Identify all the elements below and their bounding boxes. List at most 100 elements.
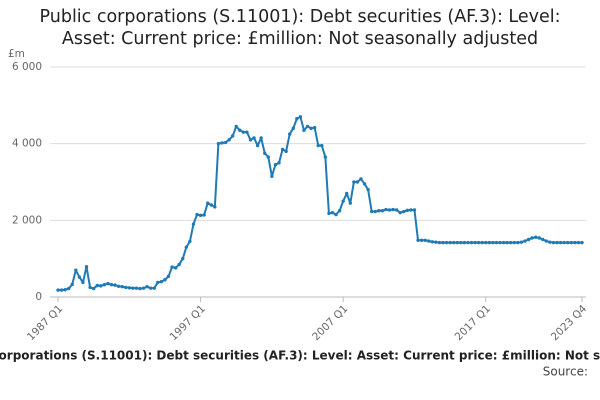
data-point — [341, 199, 345, 203]
data-point — [551, 240, 556, 245]
data-point — [230, 134, 235, 138]
data-point — [548, 240, 552, 244]
y-tick-label: 0 — [35, 291, 42, 303]
data-point — [124, 285, 128, 290]
data-point — [366, 187, 370, 192]
data-point — [519, 240, 524, 244]
data-point — [295, 117, 299, 121]
data-point — [127, 286, 131, 290]
data-point — [166, 274, 171, 278]
data-point — [266, 155, 271, 159]
data-point — [530, 236, 534, 240]
data-point — [88, 285, 92, 290]
data-point — [288, 132, 292, 136]
data-point — [113, 283, 117, 287]
data-point — [377, 209, 381, 213]
data-point — [330, 210, 335, 215]
data-point — [516, 240, 520, 245]
data-point — [384, 207, 388, 212]
data-point — [566, 240, 570, 245]
data-point — [141, 286, 146, 290]
data-point — [419, 238, 424, 242]
y-tick-label: 2 000 — [12, 214, 42, 226]
data-point — [173, 266, 178, 270]
data-point — [134, 286, 139, 290]
data-point — [352, 180, 356, 184]
data-point — [188, 239, 192, 244]
data-point — [501, 240, 506, 245]
data-point — [562, 240, 566, 245]
data-point — [284, 149, 288, 154]
data-point — [512, 240, 516, 245]
data-point — [402, 209, 406, 214]
data-point — [245, 130, 249, 134]
data-point — [248, 138, 253, 142]
data-point — [323, 155, 328, 159]
data-point — [263, 151, 267, 155]
data-point — [466, 240, 470, 245]
data-point — [63, 288, 67, 292]
data-point — [558, 240, 563, 245]
data-point — [434, 240, 438, 244]
data-point — [462, 240, 467, 245]
data-point — [280, 147, 285, 152]
data-point — [99, 284, 103, 288]
data-point — [234, 124, 238, 129]
data-point — [430, 240, 434, 244]
data-point — [409, 208, 413, 212]
data-point — [106, 281, 110, 286]
data-point — [569, 240, 574, 245]
data-point — [380, 209, 385, 213]
data-point — [387, 208, 392, 212]
data-point — [131, 286, 135, 290]
data-point — [509, 240, 513, 245]
x-tick-label: 2023 Q4 — [549, 303, 590, 344]
data-point — [494, 240, 499, 245]
data-point — [448, 240, 452, 245]
series-line — [58, 115, 582, 292]
data-point — [145, 284, 149, 289]
data-point — [206, 201, 210, 205]
data-point — [302, 128, 306, 132]
chart-title: Public corporations (S.11001): Debt secu… — [39, 7, 561, 49]
footer-caption: Public corporations (S.11001): Debt secu… — [0, 349, 600, 363]
data-point — [334, 212, 338, 217]
data-point — [473, 240, 477, 245]
data-point — [541, 237, 545, 242]
y-unit: £m — [8, 48, 25, 60]
data-point — [476, 240, 481, 245]
data-point — [459, 240, 463, 245]
data-point — [252, 136, 256, 140]
data-point — [537, 236, 541, 240]
data-point — [102, 283, 107, 287]
data-point — [373, 209, 377, 214]
data-point — [238, 128, 242, 132]
data-point — [437, 240, 442, 245]
data-point — [56, 288, 60, 292]
data-point — [469, 240, 474, 245]
data-point — [163, 278, 167, 282]
data-point — [348, 201, 352, 205]
data-point — [273, 163, 278, 167]
data-point — [391, 207, 395, 212]
data-point — [309, 126, 313, 131]
data-point — [451, 240, 456, 245]
data-point — [394, 208, 399, 212]
data-point — [77, 275, 82, 279]
data-point — [498, 240, 502, 245]
data-point — [216, 141, 221, 146]
data-point — [198, 213, 203, 218]
data-point — [184, 245, 189, 249]
data-point — [533, 235, 538, 239]
data-point — [156, 280, 160, 285]
data-point — [320, 143, 324, 148]
data-point — [359, 177, 363, 181]
data-point — [195, 212, 199, 217]
data-point — [202, 213, 206, 217]
data-point — [337, 209, 342, 213]
data-point — [412, 208, 417, 212]
data-point — [327, 211, 331, 216]
data-point — [181, 256, 185, 261]
data-point — [505, 240, 509, 245]
data-point — [487, 240, 492, 245]
